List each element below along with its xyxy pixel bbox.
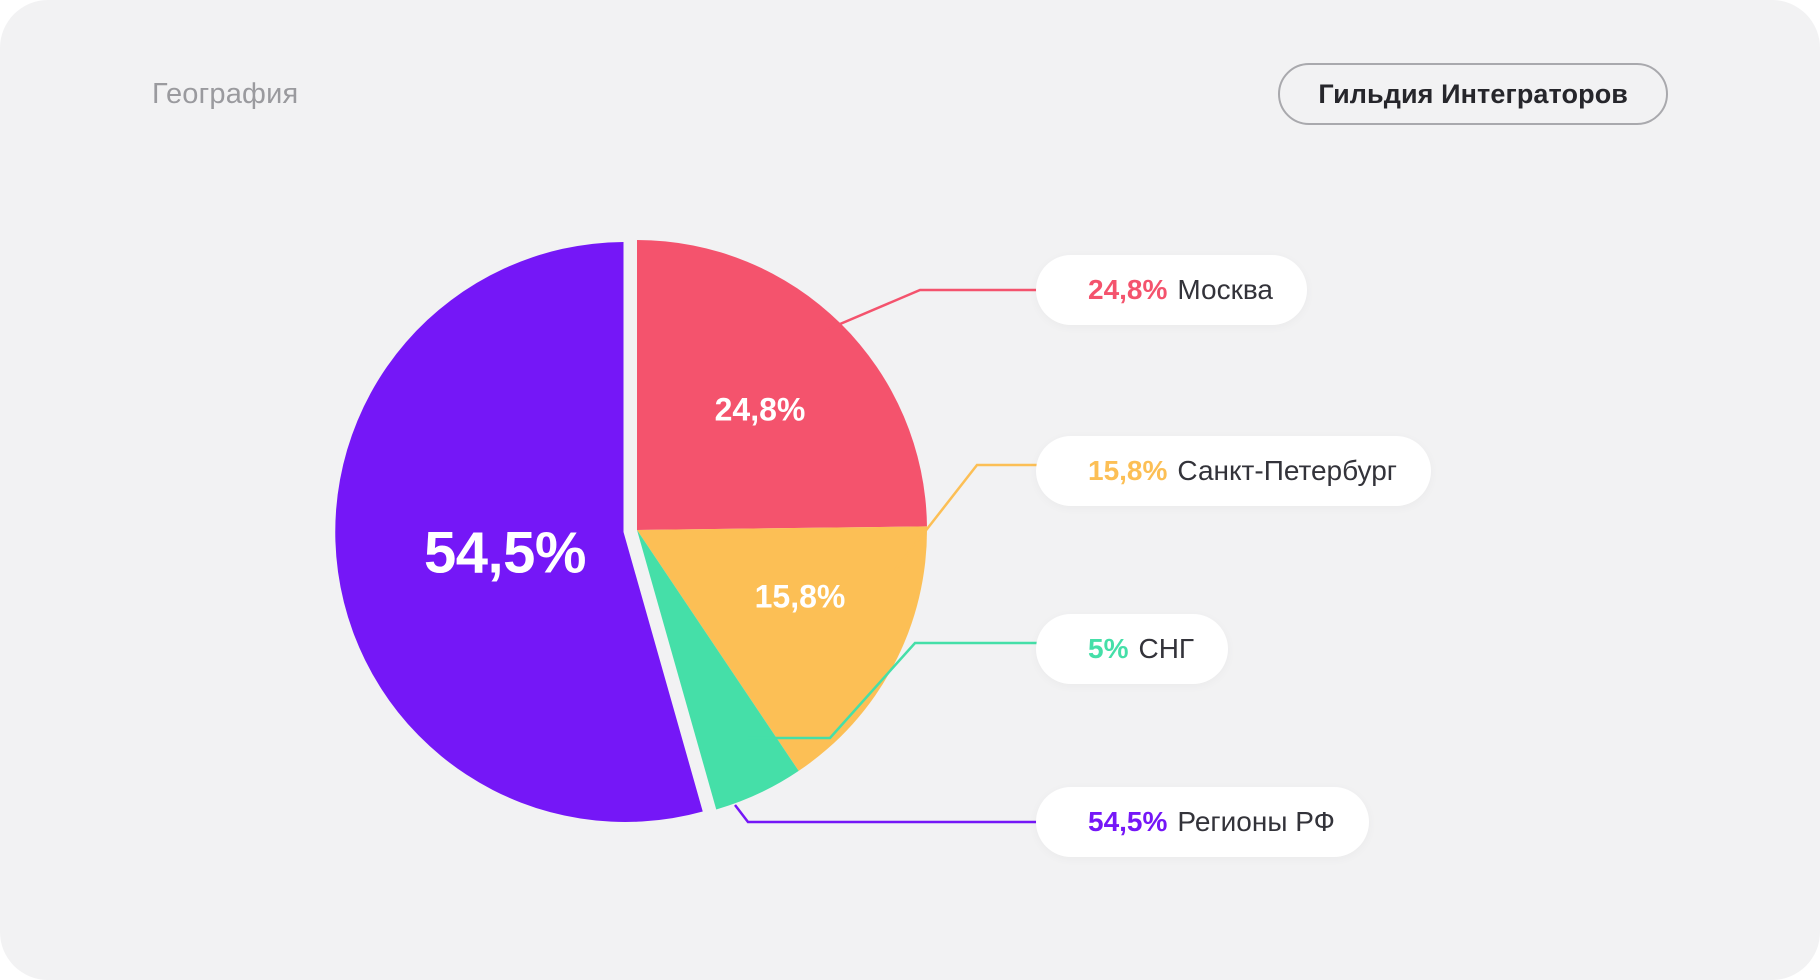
leader-line-cis [748, 641, 1045, 740]
legend-item-spb[interactable]: 15,8% Санкт-Петербург [1036, 436, 1432, 506]
pie-slice-regions[interactable] [335, 242, 703, 822]
brand-badge-label: Гильдия Интеграторов [1318, 78, 1628, 109]
legend-label: Санкт-Петербург [1177, 455, 1398, 486]
leader-line-moscow [825, 288, 1045, 332]
legend-label: СНГ [1138, 633, 1195, 664]
legend-percent: 15,8% [1088, 455, 1168, 486]
pie-slice-cis[interactable] [637, 530, 799, 810]
legend-percent: 5% [1088, 633, 1129, 664]
leader-line-spb [894, 463, 1045, 571]
legend-label: Регионы РФ [1177, 806, 1335, 837]
legend-item-regions[interactable]: 54,5% Регионы РФ [1036, 787, 1369, 857]
legend-percent: 24,8% [1088, 274, 1168, 305]
legend-item-cis[interactable]: 5% СНГ [1036, 614, 1229, 684]
legend-item-moscow[interactable]: 24,8% Москва [1036, 255, 1307, 325]
legend-label: Москва [1177, 274, 1273, 305]
pie-slice-moscow[interactable] [637, 240, 927, 530]
page-title: География [152, 78, 299, 110]
brand-badge[interactable]: Гильдия Интеграторов [1278, 63, 1668, 125]
leader-line-regions [734, 804, 1045, 824]
legend-percent: 54,5% [1088, 806, 1168, 837]
